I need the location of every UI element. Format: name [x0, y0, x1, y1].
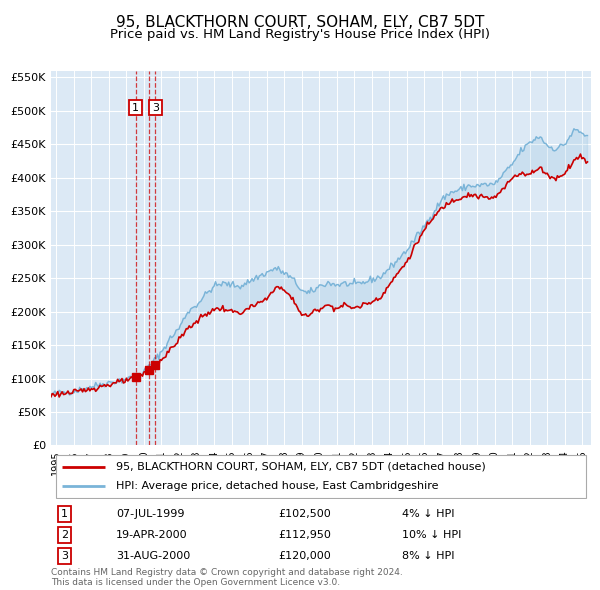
Text: 07-JUL-1999: 07-JUL-1999: [116, 509, 184, 519]
Text: 4% ↓ HPI: 4% ↓ HPI: [402, 509, 455, 519]
Text: 95, BLACKTHORN COURT, SOHAM, ELY, CB7 5DT: 95, BLACKTHORN COURT, SOHAM, ELY, CB7 5D…: [116, 15, 484, 30]
Text: 3: 3: [152, 103, 159, 113]
Text: 2: 2: [61, 530, 68, 540]
Text: £120,000: £120,000: [278, 551, 331, 561]
Text: 1: 1: [132, 103, 139, 113]
Text: Price paid vs. HM Land Registry's House Price Index (HPI): Price paid vs. HM Land Registry's House …: [110, 28, 490, 41]
Text: 10% ↓ HPI: 10% ↓ HPI: [402, 530, 461, 540]
Text: 95, BLACKTHORN COURT, SOHAM, ELY, CB7 5DT (detached house): 95, BLACKTHORN COURT, SOHAM, ELY, CB7 5D…: [116, 462, 485, 471]
Text: 1: 1: [61, 509, 68, 519]
Text: Contains HM Land Registry data © Crown copyright and database right 2024.
This d: Contains HM Land Registry data © Crown c…: [51, 568, 403, 587]
Text: £112,950: £112,950: [278, 530, 331, 540]
Text: 8% ↓ HPI: 8% ↓ HPI: [402, 551, 455, 561]
Text: 19-APR-2000: 19-APR-2000: [116, 530, 187, 540]
Text: 31-AUG-2000: 31-AUG-2000: [116, 551, 190, 561]
Text: 3: 3: [61, 551, 68, 561]
Text: £102,500: £102,500: [278, 509, 331, 519]
Text: HPI: Average price, detached house, East Cambridgeshire: HPI: Average price, detached house, East…: [116, 481, 438, 491]
FancyBboxPatch shape: [56, 455, 586, 498]
